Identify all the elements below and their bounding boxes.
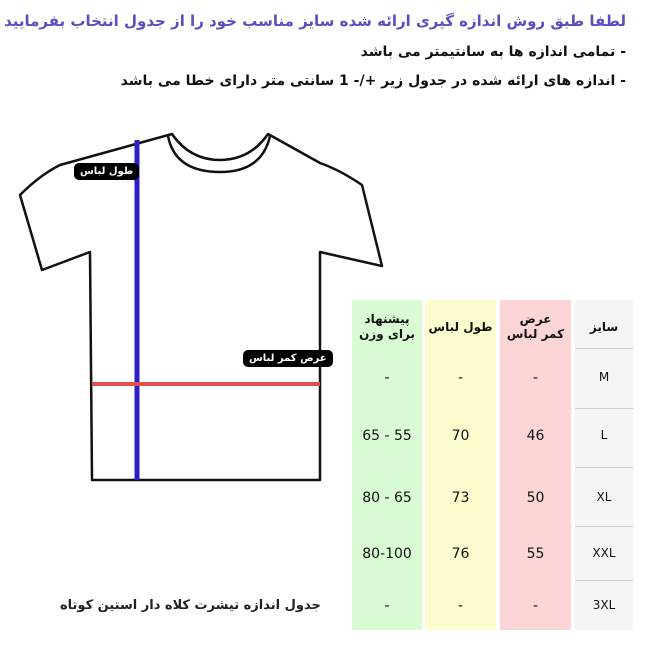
- table-cell: XXL: [592, 546, 616, 560]
- column-header: طول لباس: [425, 320, 496, 335]
- row-divider: [575, 526, 633, 527]
- row-divider: [575, 467, 633, 468]
- row-divider: [575, 580, 633, 581]
- table-cell: 76: [451, 546, 470, 562]
- table-column: پیشنهاد برای وزن - 55 - 65 65 - 80 80-100 -: [352, 300, 422, 630]
- table-cell: -: [532, 370, 539, 386]
- header-line: عرض: [519, 312, 552, 326]
- table-column: سایز M L XL XXL 3XL: [575, 300, 633, 630]
- table-cell: -: [384, 370, 390, 386]
- table-cell: 55 - 65: [362, 428, 412, 444]
- instruction-title: لطفا طبق روش اندازه گیری ارائه شده سایز …: [4, 12, 626, 30]
- table-cell: L: [600, 428, 608, 442]
- table-cell: 3XL: [592, 598, 616, 612]
- column-header: عرض کمر لباس: [500, 312, 571, 342]
- table-cell: -: [457, 598, 464, 614]
- table-caption: جدول اندازه تیشرت کلاه دار استین کوتاه: [60, 598, 321, 613]
- table-cell: -: [384, 598, 390, 614]
- header-line: پیشنهاد: [364, 312, 410, 326]
- length-label: طول لباس: [74, 163, 140, 180]
- table-cell: 73: [451, 490, 470, 506]
- note-units: - تمامی اندازه ها به سانتیمتر می باشد: [360, 44, 626, 60]
- header-line: طول لباس: [428, 320, 493, 334]
- table-cell: 80-100: [362, 546, 412, 562]
- width-label: عرض کمر لباس: [243, 350, 333, 367]
- table-column: طول لباس - 70 73 76 -: [425, 300, 496, 630]
- table-column: عرض کمر لباس - 46 50 55 -: [500, 300, 571, 630]
- table-cell: 50: [526, 490, 545, 506]
- note-tolerance: - اندازه های ارائه شده در جدول زیر +/- 1…: [120, 73, 626, 89]
- table-cell: -: [532, 598, 539, 614]
- collar: [166, 135, 272, 174]
- row-divider: [575, 408, 633, 409]
- header-line: کمر لباس: [506, 327, 565, 341]
- table-cell: 70: [451, 428, 470, 444]
- table-cell: 55: [526, 546, 545, 562]
- table-cell: XL: [596, 490, 612, 504]
- tshirt-outline: [18, 132, 384, 482]
- header-line: برای وزن: [359, 327, 415, 341]
- table-cell: -: [457, 370, 464, 386]
- table-cell: M: [598, 370, 610, 384]
- column-header: پیشنهاد برای وزن: [352, 312, 422, 342]
- table-cell: 65 - 80: [362, 490, 412, 506]
- column-header: سایز: [575, 320, 633, 335]
- header-line: سایز: [589, 320, 619, 334]
- table-cell: 46: [526, 428, 545, 444]
- row-divider: [575, 348, 633, 349]
